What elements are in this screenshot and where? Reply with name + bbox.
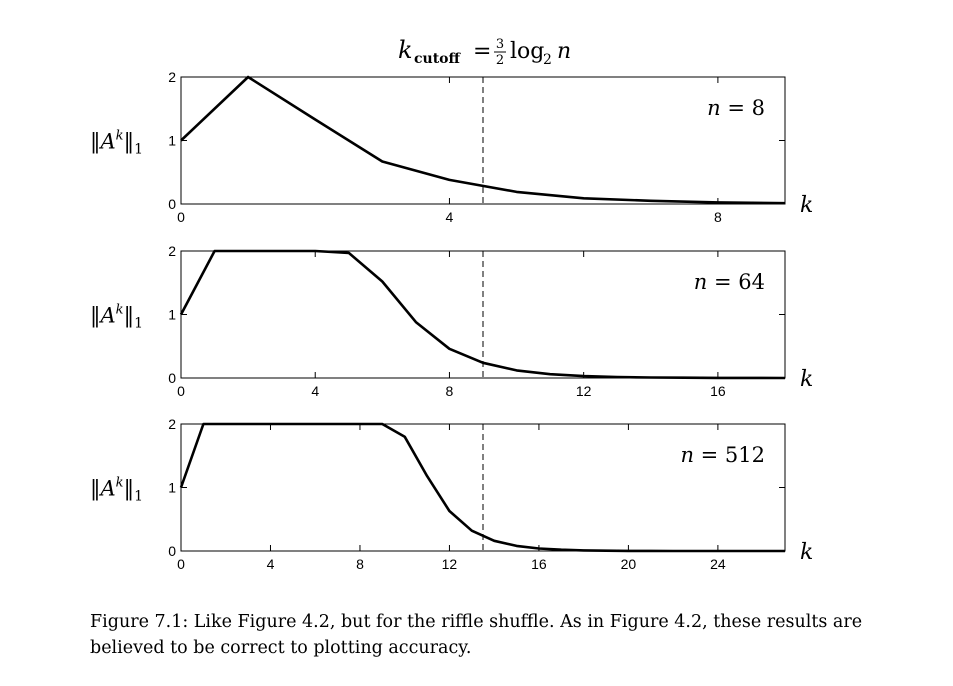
y-tick-label: 0 [168, 196, 176, 212]
y-tick-label: 1 [168, 307, 176, 323]
series-line [179, 249, 786, 380]
x-tick-label: 4 [267, 556, 275, 572]
x-tick-label: 16 [710, 383, 726, 399]
panel-1: 0 1 2 0 4 8 n = 8 ‖Ak‖1 k [90, 69, 813, 225]
y-tick-label: 0 [168, 543, 176, 559]
x-tick-label: 24 [710, 556, 726, 572]
y-axis-label: ‖Ak‖1 [90, 129, 143, 158]
x-tick-label: 4 [311, 383, 319, 399]
x-tick-label: 8 [714, 209, 722, 225]
x-tick-label: 0 [177, 209, 185, 225]
y-tick-label: 2 [168, 243, 176, 259]
panel-annotation: n = 8 [707, 96, 765, 120]
x-tick-label: 12 [442, 556, 458, 572]
y-tick-label: 2 [168, 69, 176, 85]
title-log-sub: 2 [543, 52, 552, 68]
title-k: k [398, 36, 413, 64]
title-frac-den: 2 [496, 53, 504, 68]
panel-annotation: n = 64 [694, 270, 765, 294]
x-tick-label: 8 [356, 556, 364, 572]
series-line [180, 75, 786, 205]
x-tick-label: 20 [621, 556, 637, 572]
title-log: log [510, 39, 544, 64]
y-axis-label: ‖Ak‖1 [90, 476, 143, 505]
x-axis-label: k [800, 540, 813, 565]
y-axis-label: ‖Ak‖1 [90, 303, 143, 332]
title-n: n [557, 39, 571, 64]
title-eq: = [473, 39, 491, 64]
x-axis-label: k [800, 367, 813, 392]
x-tick-label: 0 [177, 556, 185, 572]
y-tick-label: 0 [168, 370, 176, 386]
figure-caption: Figure 7.1: Like Figure 4.2, but for the… [90, 612, 863, 658]
figure-title: k cutoff = 3 2 log 2 n [398, 36, 571, 68]
panel-annotation: n = 512 [680, 443, 765, 467]
x-tick-label: 12 [576, 383, 592, 399]
x-tick-label: 8 [446, 383, 454, 399]
y-tick-label: 2 [168, 416, 176, 432]
y-tick-label: 1 [168, 480, 176, 496]
title-frac-num: 3 [496, 37, 504, 52]
x-tick-label: 0 [177, 383, 185, 399]
x-tick-label: 4 [446, 209, 454, 225]
x-tick-label: 16 [531, 556, 547, 572]
title-k-sub: cutoff [414, 51, 462, 67]
series-line [179, 422, 785, 553]
y-tick-label: 1 [168, 133, 176, 149]
x-axis-label: k [800, 193, 813, 218]
